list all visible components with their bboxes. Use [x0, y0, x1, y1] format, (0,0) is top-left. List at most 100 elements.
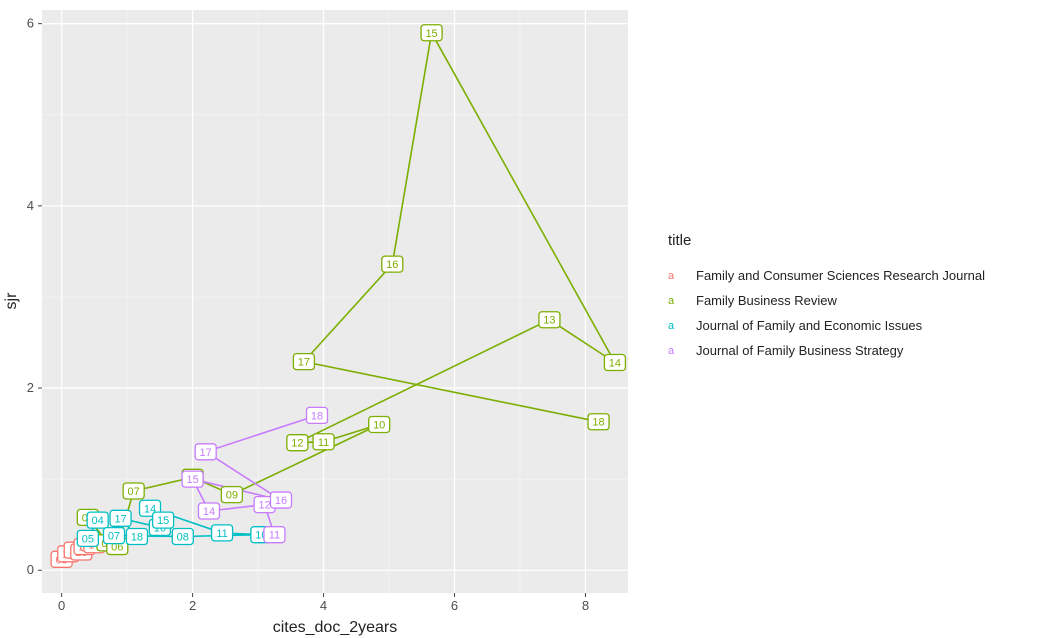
- legend-item-label: Journal of Family Business Strategy: [696, 343, 904, 358]
- point-label-box: [220, 485, 244, 504]
- point-label-box: [171, 527, 194, 546]
- x-tick-label: 4: [320, 598, 327, 613]
- point-label: 17: [194, 443, 217, 461]
- point-label-box: [86, 511, 109, 529]
- point-label-text: 12: [291, 438, 303, 450]
- point-label: 11: [312, 433, 335, 451]
- legend-title: title: [668, 232, 692, 249]
- point-label-text: 15: [425, 28, 437, 40]
- x-tick-label: 2: [189, 598, 196, 613]
- legend-item-label: Family Business Review: [696, 293, 837, 308]
- point-label-box: [151, 511, 175, 529]
- y-tick-label: 6: [27, 16, 34, 31]
- legend-item: a Journal of Family Business Strategy: [668, 338, 985, 363]
- point-label-text: 15: [186, 474, 198, 486]
- point-label: 04: [86, 511, 109, 529]
- point-label: 18: [125, 527, 149, 546]
- point-label-text: 18: [592, 417, 604, 429]
- point-label: 07: [102, 526, 126, 545]
- point-label: 16: [269, 491, 293, 509]
- point-label: 15: [151, 511, 175, 529]
- point-label: 15: [181, 470, 204, 488]
- point-label-text: 06: [111, 542, 123, 554]
- point-label-text: 09: [226, 490, 238, 502]
- point-label-text: 11: [216, 528, 227, 540]
- point-label-text: 17: [114, 513, 126, 525]
- x-tick-label: 0: [58, 598, 65, 613]
- point-label-text: 07: [128, 486, 140, 498]
- point-label-text: 18: [311, 410, 323, 422]
- point-label: 18: [305, 406, 329, 425]
- legend: title a Family and Consumer Sciences Rese…: [668, 232, 985, 363]
- point-label: 08: [171, 527, 194, 546]
- point-label-text: 08: [177, 532, 189, 544]
- legend-key-glyph: a: [668, 344, 675, 357]
- axes: 0 2 4 6 8 0 2 4 6: [27, 16, 589, 613]
- point-label-text: 13: [543, 315, 555, 327]
- legend-key-glyph: a: [668, 269, 675, 282]
- series-labels: 0910111812131704050607080910111213141516…: [50, 24, 627, 568]
- point-label-box: [122, 482, 145, 500]
- point-label-text: 05: [82, 533, 94, 545]
- point-label: 18: [587, 413, 610, 431]
- point-label: 10: [368, 415, 391, 434]
- point-label-text: 16: [386, 259, 398, 271]
- point-label-box: [263, 526, 286, 544]
- point-label: 07: [122, 482, 145, 500]
- y-tick-label: 4: [27, 198, 34, 213]
- point-label: 05: [76, 529, 99, 547]
- point-label-box: [587, 413, 610, 431]
- point-label-text: 11: [269, 530, 280, 542]
- y-axis-title: sjr: [3, 292, 20, 310]
- legend-item-label: Family and Consumer Sciences Research Jo…: [696, 268, 986, 283]
- point-label-text: 12: [258, 500, 270, 512]
- point-label: 12: [286, 434, 309, 452]
- point-label: 14: [197, 502, 221, 520]
- x-tick-label: 8: [582, 598, 589, 613]
- legend-item-label: Journal of Family and Economic Issues: [696, 318, 923, 333]
- point-label-box: [181, 470, 204, 488]
- point-label: 17: [292, 352, 316, 371]
- point-label: 16: [381, 255, 404, 273]
- legend-key-glyph: a: [668, 294, 675, 307]
- point-label-text: 17: [298, 357, 310, 369]
- point-label: 14: [603, 353, 627, 372]
- point-label-text: 15: [157, 515, 169, 527]
- point-label-text: 11: [318, 437, 329, 449]
- point-label-box: [368, 415, 391, 434]
- point-label: 17: [109, 509, 132, 527]
- point-label-box: [109, 509, 132, 527]
- point-label-text: 16: [275, 495, 287, 507]
- point-label-box: [194, 443, 217, 461]
- legend-item: a Journal of Family and Economic Issues: [668, 313, 985, 338]
- point-label-text: 18: [131, 532, 143, 544]
- series-layer: 0910111812131704050607080910111213141516…: [50, 24, 627, 568]
- point-label-box: [381, 255, 404, 273]
- point-label-text: 17: [200, 447, 212, 459]
- point-label-text: 07: [108, 531, 120, 543]
- point-label-box: [312, 433, 335, 451]
- y-tick-label: 0: [27, 562, 34, 577]
- point-label-text: 14: [609, 358, 621, 370]
- point-label-box: [292, 352, 316, 371]
- point-label: 15: [420, 24, 443, 42]
- point-label-box: [269, 491, 293, 509]
- point-label-box: [603, 353, 627, 372]
- legend-key-glyph: a: [668, 319, 675, 332]
- point-label-box: [286, 434, 309, 452]
- point-label: 11: [210, 524, 234, 542]
- point-label: 13: [538, 311, 561, 329]
- point-label-box: [76, 529, 99, 547]
- x-tick-label: 6: [451, 598, 458, 613]
- point-label-box: [125, 527, 149, 546]
- point-label-box: [420, 24, 443, 42]
- legend-rows: a Family and Consumer Sciences Research J…: [668, 263, 985, 363]
- point-label-box: [538, 311, 561, 329]
- y-tick-label: 2: [27, 380, 34, 395]
- point-label-box: [210, 524, 234, 542]
- point-label-box: [102, 526, 126, 545]
- point-label: 09: [220, 485, 244, 504]
- point-label-box: [305, 406, 329, 425]
- grid: [42, 10, 628, 593]
